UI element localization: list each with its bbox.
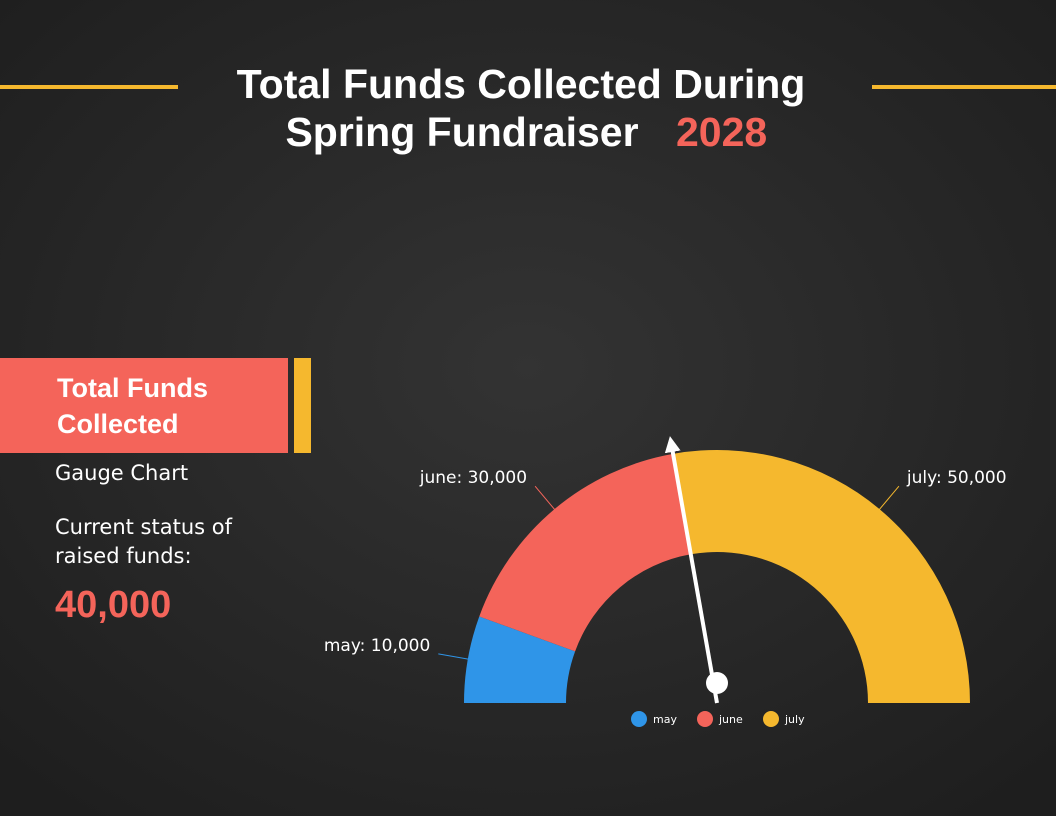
panel-banner (0, 358, 288, 453)
leader-line (876, 485, 900, 513)
title-line: Spring Fundraiser (285, 109, 638, 155)
data-label: may: 10,000 (324, 636, 430, 656)
data-label: july: 50,000 (906, 468, 1007, 488)
needle-hub (706, 672, 728, 694)
gauge: may: 10,000 june: 30,000 july: 50,000 may ju… (324, 436, 1007, 727)
gauge-segment (479, 453, 691, 652)
gauge-segment (673, 450, 970, 703)
legend-swatch (697, 711, 713, 727)
needle (664, 436, 719, 704)
data-label: june: 30,000 (419, 468, 527, 488)
legend-label: may (653, 713, 677, 726)
panel-description: Current status of (55, 515, 233, 539)
legend-swatch (631, 711, 647, 727)
legend-label: june (718, 713, 743, 726)
panel-accent (294, 358, 311, 453)
title-line: Total Funds Collected During (237, 61, 806, 107)
legend-label: july (784, 713, 805, 726)
status-value: 40,000 (55, 584, 171, 626)
leader-line (438, 653, 472, 661)
panel-description: raised funds: (55, 544, 192, 568)
title-year: 2028 (676, 109, 767, 155)
leader-line (534, 485, 558, 513)
panel-title: Total Funds (57, 373, 208, 403)
legend-swatch (763, 711, 779, 727)
panel-subtitle: Gauge Chart (55, 461, 188, 485)
gauge-segment (464, 616, 576, 703)
panel-title: Collected (57, 409, 179, 439)
